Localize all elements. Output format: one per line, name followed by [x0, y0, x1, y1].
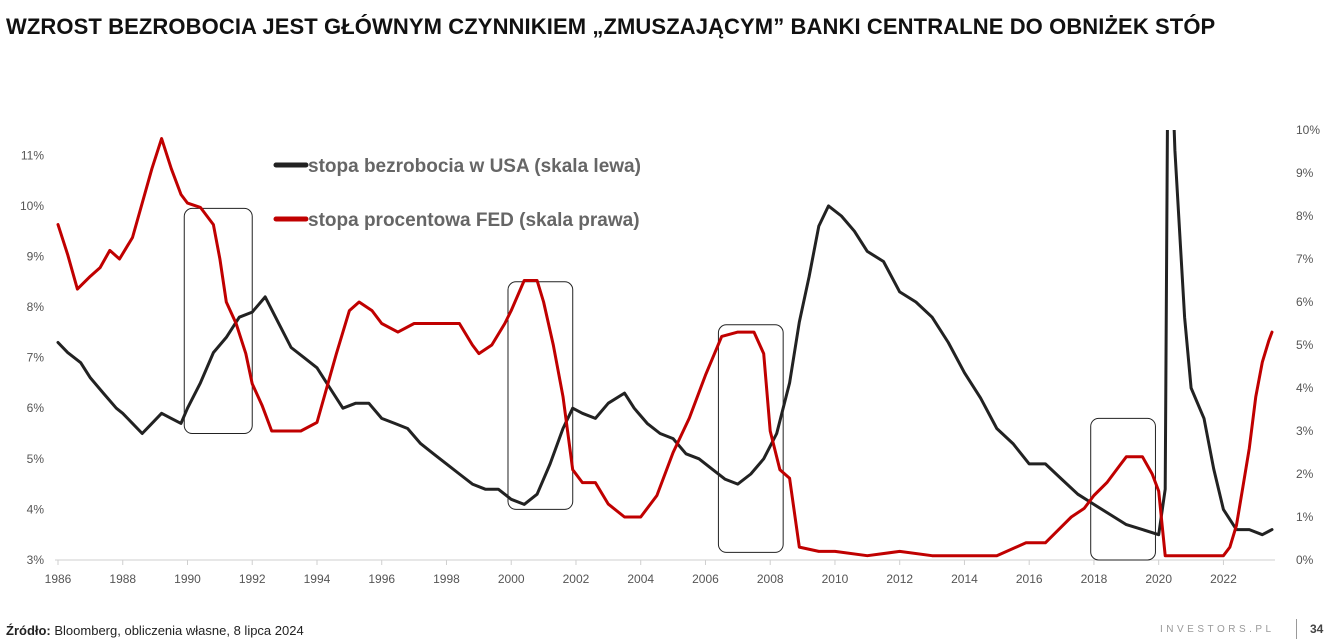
brand-logo-text: INVESTORS.PL [1160, 624, 1275, 635]
series-lines [56, 130, 1274, 558]
y-right-tick-label: 10% [1296, 123, 1320, 137]
x-tick-label: 2008 [757, 572, 784, 586]
y-right-tick-label: 7% [1296, 252, 1314, 266]
x-tick-label: 1992 [239, 572, 266, 586]
footer-divider [1296, 619, 1297, 639]
source-label: Źródło: [6, 623, 51, 638]
x-tick-label: 2018 [1081, 572, 1108, 586]
unemployment-fed-rate-chart: 1986 1988 1990 1992 1994 1996 1998 2000 2002 2004… [20, 123, 1320, 586]
y-right-tick-label: 6% [1296, 295, 1314, 309]
x-axis-ticks: 1986 1988 1990 1992 1994 1996 1998 2000 2002 2004… [45, 560, 1237, 586]
y-left-tick-label: 4% [27, 502, 45, 516]
x-tick-label: 1990 [174, 572, 201, 586]
y-right-tick-label: 9% [1296, 166, 1314, 180]
x-tick-label: 2012 [886, 572, 913, 586]
y-left-tick-label: 8% [27, 300, 45, 314]
source-note: Źródło: Bloomberg, obliczenia własne, 8 … [6, 623, 304, 638]
x-tick-label: 1986 [45, 572, 72, 586]
highlight-box [1090, 417, 1156, 561]
page-title: WZROST BEZROBOCIA JEST GŁÓWNYM CZYNNIKIE… [6, 14, 1216, 39]
fed-rate-line [56, 137, 1274, 558]
left-axis-ticks: 3% 4% 5% 6% 7% 8% 9% 10% 11% [20, 148, 44, 567]
x-tick-label: 2022 [1210, 572, 1237, 586]
legend: stopa bezrobocia w USA (skala lewa) stop… [273, 156, 641, 231]
y-left-tick-label: 5% [27, 452, 45, 466]
x-tick-label: 2020 [1145, 572, 1172, 586]
y-left-tick-label: 11% [21, 148, 44, 162]
y-left-tick-label: 9% [27, 249, 45, 263]
y-right-tick-label: 2% [1296, 467, 1314, 481]
x-tick-label: 2006 [692, 572, 719, 586]
y-left-tick-label: 3% [27, 553, 45, 567]
page-number: 34 [1310, 622, 1324, 636]
y-right-tick-label: 4% [1296, 381, 1314, 395]
x-tick-label: 1998 [433, 572, 460, 586]
x-tick-label: 2004 [627, 572, 654, 586]
x-tick-label: 1988 [109, 572, 136, 586]
highlight-boxes [183, 207, 1156, 561]
y-right-tick-label: 5% [1296, 338, 1314, 352]
unemployment-line [56, 130, 1274, 537]
y-right-tick-label: 8% [1296, 209, 1314, 223]
x-tick-label: 2010 [822, 572, 849, 586]
y-left-tick-label: 10% [20, 199, 44, 213]
y-left-tick-label: 6% [27, 401, 45, 415]
y-right-tick-label: 0% [1296, 553, 1314, 567]
legend-label-unemployment: stopa bezrobocia w USA (skala lewa) [308, 156, 641, 177]
x-tick-label: 2002 [563, 572, 590, 586]
y-left-tick-label: 7% [27, 351, 45, 365]
y-right-tick-label: 3% [1296, 424, 1314, 438]
highlight-box [717, 324, 784, 553]
x-tick-label: 2000 [498, 572, 525, 586]
x-tick-label: 2016 [1016, 572, 1043, 586]
source-text: Bloomberg, obliczenia własne, 8 lipca 20… [50, 623, 304, 638]
x-tick-label: 2014 [951, 572, 978, 586]
x-tick-label: 1994 [304, 572, 331, 586]
highlight-box [183, 207, 253, 435]
right-axis-ticks: 0% 1% 2% 3% 4% 5% 6% 7% 8% 9% 10% [1296, 123, 1320, 567]
y-right-tick-label: 1% [1296, 510, 1314, 524]
x-tick-label: 1996 [368, 572, 395, 586]
highlight-box [507, 281, 574, 510]
legend-label-fed: stopa procentowa FED (skala prawa) [308, 210, 640, 231]
